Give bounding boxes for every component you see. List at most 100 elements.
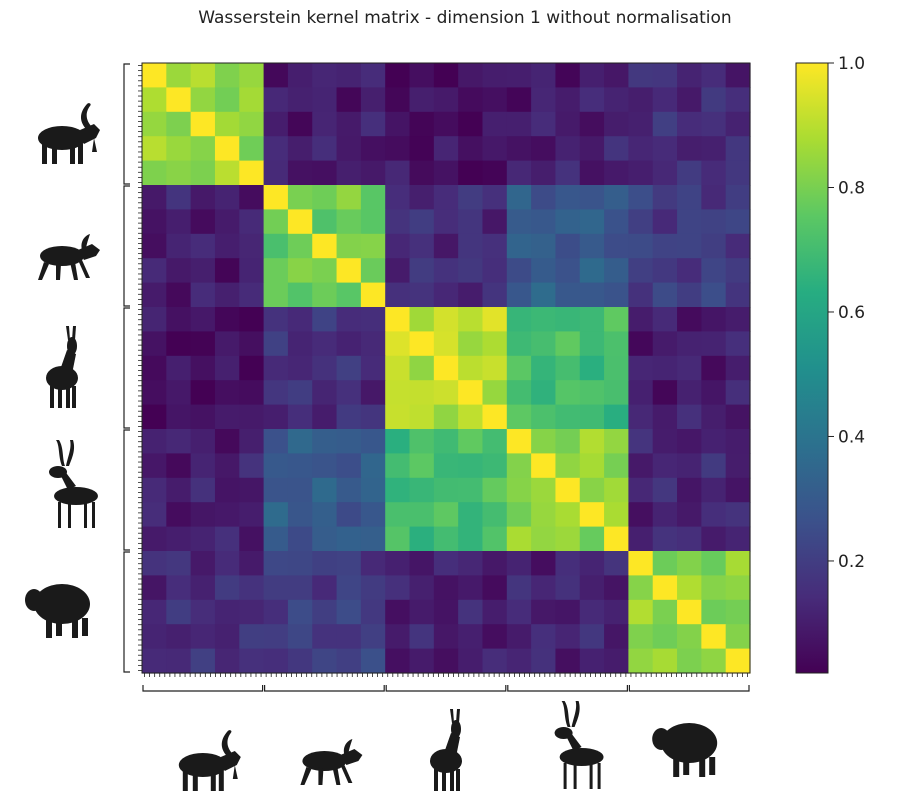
heatmap-cell — [263, 526, 289, 552]
heatmap-cell — [433, 648, 459, 674]
heatmap-cell — [458, 477, 484, 503]
heatmap-cell — [385, 453, 411, 479]
heatmap-cell — [312, 477, 338, 503]
heatmap-cell — [190, 307, 216, 332]
heatmap-cell — [239, 551, 265, 576]
heatmap-cell — [360, 282, 386, 308]
heatmap-cell — [628, 551, 654, 576]
heatmap-cell — [239, 380, 265, 406]
heatmap-cell — [628, 307, 654, 332]
heatmap-cell — [336, 477, 362, 503]
heatmap-cell — [677, 404, 702, 430]
heatmap-cell — [531, 380, 557, 406]
heatmap-cell — [652, 599, 678, 625]
heatmap-cell — [628, 380, 654, 406]
heatmap-cell — [555, 87, 581, 113]
heatmap-cell — [409, 526, 435, 552]
heatmap-cell — [433, 526, 459, 552]
heatmap-cell — [604, 136, 629, 162]
heatmap-cell — [677, 282, 702, 308]
heatmap-cell — [604, 502, 629, 528]
heatmap-cell — [506, 258, 532, 284]
col-group-bracket — [628, 685, 750, 692]
heatmap-cell — [385, 63, 411, 88]
row-group-bracket — [123, 429, 130, 551]
antelope-icon — [49, 440, 98, 528]
heatmap-cell — [385, 355, 411, 381]
heatmap-cell — [458, 404, 484, 430]
heatmap-cell — [287, 209, 313, 235]
heatmap-cell — [725, 307, 751, 332]
heatmap-cell — [142, 185, 167, 210]
heatmap-cell — [287, 355, 313, 381]
heatmap-cell — [458, 160, 484, 186]
heatmap-cell — [287, 87, 313, 113]
heatmap-cell — [239, 648, 265, 674]
heatmap-cell — [312, 355, 338, 381]
heatmap-cell — [458, 453, 484, 479]
heatmap-cell — [677, 502, 702, 528]
heatmap-cell — [409, 331, 435, 357]
heatmap-cell — [263, 307, 289, 332]
heatmap-cell — [482, 233, 508, 259]
heatmap-cell — [336, 502, 362, 528]
heatmap-cell — [287, 599, 313, 625]
heatmap-cell — [482, 477, 508, 503]
heatmap-cell — [287, 307, 313, 332]
heatmap-cell — [701, 136, 727, 162]
heatmap-cell — [409, 355, 435, 381]
row-group-bracket — [123, 307, 130, 429]
heatmap-cell — [190, 185, 216, 210]
heatmap-cell — [531, 599, 557, 625]
colorbar — [795, 62, 829, 674]
heatmap-cell — [628, 648, 654, 674]
col-group-bracket — [264, 685, 385, 692]
heatmap-cell — [555, 258, 581, 284]
heatmap-cell — [725, 599, 751, 625]
heatmap-cell — [166, 87, 192, 113]
heatmap-cell — [142, 453, 167, 479]
colorbar-tick-label: 0.4 — [838, 427, 865, 447]
heatmap-cell — [628, 599, 654, 625]
heatmap-cell — [385, 380, 411, 406]
heatmap-cell — [239, 185, 265, 210]
heatmap-cell — [531, 185, 557, 210]
heatmap-cell — [336, 526, 362, 552]
heatmap-cell — [385, 477, 411, 503]
heatmap-cell — [166, 111, 192, 137]
heatmap-cell — [287, 551, 313, 576]
heatmap-cell — [312, 63, 338, 88]
heatmap-cell — [239, 111, 265, 137]
heatmap-cell — [433, 160, 459, 186]
heatmap-cell — [506, 111, 532, 137]
heatmap-cell — [336, 87, 362, 113]
heatmap-cell — [239, 307, 265, 332]
heatmap-cell — [360, 63, 386, 88]
heatmap-cell — [263, 355, 289, 381]
heatmap-cell — [385, 185, 411, 210]
heatmap-cell — [409, 209, 435, 235]
heatmap-cell — [190, 575, 216, 601]
heatmap-cell — [604, 624, 629, 650]
heatmap-cell — [701, 331, 727, 357]
heatmap-cell — [652, 648, 678, 674]
heatmap-cell — [725, 63, 751, 88]
sheep-icon — [652, 723, 718, 777]
heatmap-cell — [239, 429, 265, 454]
heatmap-cell — [287, 575, 313, 601]
heatmap-cell — [385, 551, 411, 576]
heatmap-cell — [433, 307, 459, 332]
heatmap-cell — [214, 136, 240, 162]
heatmap-cell — [263, 453, 289, 479]
heatmap-cell — [555, 111, 581, 137]
heatmap-cell — [385, 136, 411, 162]
heatmap-cell — [579, 380, 605, 406]
heatmap-cell — [214, 404, 240, 430]
heatmap-cell — [482, 160, 508, 186]
heatmap-cell — [214, 160, 240, 186]
heatmap-cell — [579, 185, 605, 210]
heatmap-cell — [312, 209, 338, 235]
heatmap-cell — [360, 502, 386, 528]
heatmap-cell — [312, 502, 338, 528]
